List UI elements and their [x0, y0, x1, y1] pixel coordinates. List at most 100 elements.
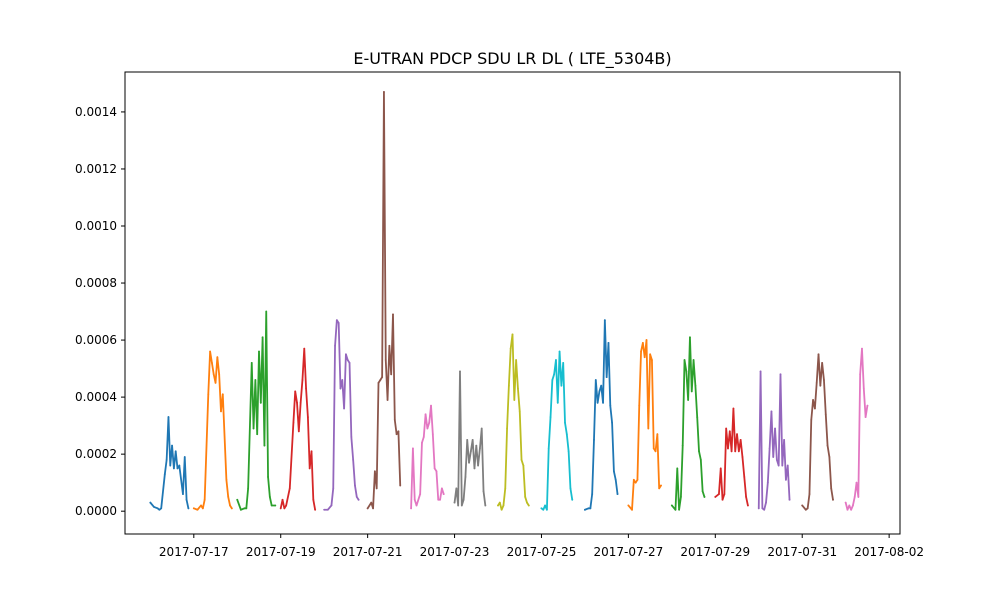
data-point	[772, 456, 775, 458]
data-point	[698, 450, 700, 453]
series-line	[540, 350, 574, 511]
data-point	[649, 353, 652, 356]
data-point	[591, 493, 594, 495]
data-point	[196, 508, 199, 511]
data-point	[690, 390, 693, 393]
series-line	[149, 416, 190, 511]
data-point	[819, 384, 822, 387]
series-14	[714, 407, 749, 507]
data-point	[466, 438, 469, 441]
data-point	[384, 359, 387, 361]
data-point	[500, 508, 503, 511]
data-point	[788, 498, 791, 501]
data-point	[299, 401, 302, 404]
data-point	[844, 501, 847, 504]
x-tick-label: 2017-07-23	[420, 545, 490, 559]
plot-frame	[124, 71, 901, 535]
data-point	[207, 393, 210, 396]
data-point	[346, 359, 349, 361]
data-point	[562, 361, 565, 364]
series-line	[497, 333, 530, 511]
data-point	[288, 487, 291, 490]
data-point	[761, 507, 764, 510]
data-point	[386, 399, 389, 401]
data-point	[638, 404, 641, 407]
data-point	[172, 467, 175, 470]
y-tick-label: 0.0008	[75, 276, 117, 290]
series-9	[497, 333, 530, 511]
data-point	[415, 504, 418, 507]
data-point	[388, 344, 391, 347]
series-4	[279, 347, 317, 511]
data-point	[267, 476, 269, 478]
data-point	[183, 456, 186, 458]
data-point	[636, 478, 639, 481]
data-point	[471, 438, 474, 441]
data-point	[258, 350, 260, 353]
data-point	[227, 496, 230, 498]
data-point	[192, 507, 195, 510]
data-point	[757, 507, 760, 510]
series-7	[410, 404, 445, 510]
data-point	[350, 436, 353, 438]
data-point	[824, 413, 827, 416]
series-line	[453, 370, 487, 507]
data-point	[185, 498, 188, 501]
data-point	[334, 344, 336, 347]
data-point	[527, 504, 530, 507]
series-layer	[149, 91, 869, 511]
data-point	[426, 427, 429, 430]
data-point	[775, 458, 778, 461]
data-point	[373, 470, 376, 473]
data-point	[542, 508, 545, 511]
data-point	[848, 504, 851, 507]
data-point	[687, 399, 690, 401]
data-point	[218, 373, 221, 376]
data-point	[670, 504, 673, 507]
data-point	[547, 447, 550, 450]
data-point	[473, 467, 476, 470]
data-point	[643, 356, 646, 359]
data-point	[279, 507, 282, 510]
data-point	[861, 347, 863, 350]
data-point	[225, 478, 228, 481]
data-point	[846, 508, 849, 511]
data-point	[584, 508, 586, 511]
data-point	[345, 353, 347, 356]
series-line	[279, 347, 317, 511]
data-point	[781, 464, 784, 467]
data-point	[323, 508, 326, 511]
data-point	[263, 444, 266, 447]
data-point	[326, 508, 329, 511]
data-point	[614, 478, 617, 481]
data-point	[551, 379, 554, 381]
data-point	[517, 387, 519, 390]
data-point	[631, 508, 633, 511]
series-line	[844, 347, 869, 511]
data-point	[730, 450, 733, 453]
data-point	[455, 487, 458, 490]
data-point	[689, 336, 691, 339]
data-point	[741, 456, 744, 458]
data-point	[453, 501, 456, 504]
data-point	[372, 507, 374, 510]
data-point	[442, 493, 445, 495]
data-point	[678, 508, 680, 511]
data-point	[511, 333, 514, 336]
data-point	[616, 493, 619, 495]
series-10	[540, 350, 574, 511]
series-2	[192, 350, 233, 511]
data-point	[509, 347, 512, 350]
data-point	[777, 464, 780, 467]
data-point	[810, 419, 813, 421]
data-point	[214, 381, 217, 384]
data-point	[422, 436, 425, 438]
data-point	[736, 433, 738, 436]
data-point	[348, 361, 351, 364]
data-point	[160, 507, 163, 510]
data-point	[830, 487, 833, 490]
data-point	[714, 496, 717, 498]
data-point	[589, 507, 592, 510]
data-point	[866, 404, 869, 407]
data-point	[419, 493, 422, 495]
